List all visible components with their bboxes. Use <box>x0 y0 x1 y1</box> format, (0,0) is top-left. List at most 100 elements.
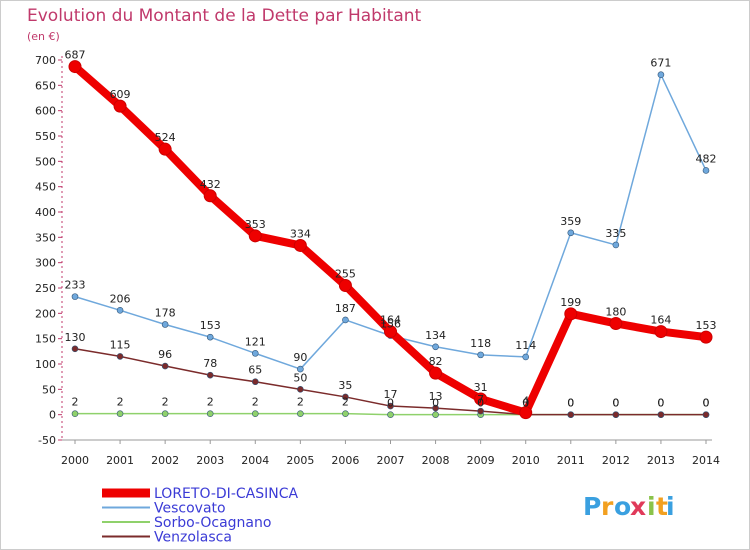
y-tick-label: 650 <box>35 79 56 92</box>
data-label-loreto: 255 <box>335 267 356 280</box>
data-point-loreto <box>203 189 217 203</box>
y-tick-label: 450 <box>35 181 56 194</box>
x-tick-label: 2007 <box>377 454 405 467</box>
x-tick-label: 2014 <box>692 454 720 467</box>
data-label-venzolasca: 78 <box>203 357 217 370</box>
logo-letter: t <box>656 492 668 521</box>
data-point-vescovato <box>71 293 79 300</box>
data-label-vescovato: 121 <box>245 335 266 348</box>
data-label-loreto: 82 <box>429 355 443 368</box>
legend-label-loreto: LORETO-DI-CASINCA <box>154 486 298 502</box>
data-label-venzolasca: 0 <box>522 397 529 410</box>
data-label-vescovato: 482 <box>696 152 717 165</box>
data-point-loreto <box>113 99 127 113</box>
data-point-venzolasca <box>116 353 124 360</box>
data-point-loreto <box>338 278 352 292</box>
data-point-loreto <box>609 316 623 330</box>
legend-label-venzolasca: Venzolasca <box>154 530 232 546</box>
data-point-loreto <box>699 330 713 344</box>
data-point-loreto <box>564 307 578 321</box>
y-tick-label: 550 <box>35 130 56 143</box>
data-label-venzolasca: 96 <box>158 348 172 361</box>
data-point-vescovato <box>567 229 575 237</box>
data-point-loreto <box>519 406 533 420</box>
data-point-vescovato <box>206 333 214 341</box>
data-label-venzolasca: 0 <box>567 397 574 410</box>
data-point-loreto <box>384 325 397 339</box>
data-point-sorbo-ocagnano <box>206 410 214 417</box>
data-label-sorbo-ocagnano: 2 <box>117 396 124 409</box>
data-point-sorbo-ocagnano <box>161 410 169 417</box>
data-point-vescovato <box>161 321 169 328</box>
data-label-vescovato: 671 <box>650 57 671 70</box>
data-point-venzolasca <box>387 402 394 410</box>
logo-letter: r <box>601 492 614 521</box>
data-label-venzolasca: 115 <box>110 338 131 351</box>
y-tick-label: 700 <box>35 54 56 67</box>
data-point-sorbo-ocagnano <box>71 410 79 417</box>
data-point-venzolasca <box>477 407 484 415</box>
data-label-venzolasca: 17 <box>384 388 398 401</box>
y-tick-label: 400 <box>35 206 56 219</box>
x-tick-label: 2004 <box>241 454 269 467</box>
chart-subtitle: (en €) <box>27 30 60 43</box>
logo-letter: x <box>630 492 646 521</box>
data-point-venzolasca <box>657 411 665 418</box>
y-tick-label: 250 <box>35 282 56 295</box>
data-label-loreto: 180 <box>605 305 626 318</box>
data-point-venzolasca <box>612 411 620 418</box>
data-label-venzolasca: 65 <box>248 364 262 377</box>
data-label-venzolasca: 50 <box>293 371 307 384</box>
data-label-sorbo-ocagnano: 0 <box>522 397 529 410</box>
data-label-loreto: 432 <box>200 178 221 191</box>
data-label-vescovato: 187 <box>335 302 356 315</box>
data-point-loreto <box>474 392 488 406</box>
data-label-loreto: 164 <box>650 314 671 327</box>
data-label-loreto: 687 <box>65 49 86 62</box>
data-label-sorbo-ocagnano: 0 <box>657 397 664 410</box>
y-tick-label: 50 <box>42 383 56 396</box>
y-tick-label: 150 <box>35 333 56 346</box>
data-label-sorbo-ocagnano: 2 <box>252 396 259 409</box>
data-point-loreto <box>158 142 172 156</box>
series-layer <box>68 60 713 420</box>
data-label-vescovato: 335 <box>605 227 626 240</box>
data-label-sorbo-ocagnano: 0 <box>387 397 394 410</box>
logo-letter: P <box>583 492 601 521</box>
data-label-sorbo-ocagnano: 0 <box>612 397 619 410</box>
y-tick-label: 0 <box>49 409 56 422</box>
x-tick-label: 2001 <box>106 454 134 467</box>
data-point-vescovato <box>702 167 710 174</box>
data-label-vescovato: 206 <box>110 292 131 305</box>
logo-letter: i <box>647 492 656 521</box>
data-point-loreto <box>429 366 443 380</box>
data-point-venzolasca <box>702 411 710 418</box>
data-point-venzolasca <box>432 404 439 412</box>
data-label-sorbo-ocagnano: 2 <box>207 396 214 409</box>
data-label-sorbo-ocagnano: 2 <box>297 396 304 409</box>
data-point-venzolasca <box>206 371 214 379</box>
data-point-vescovato <box>522 353 530 361</box>
data-label-loreto: 334 <box>290 227 311 240</box>
data-label-loreto: 4 <box>522 395 529 408</box>
logo-letter: o <box>614 492 631 521</box>
data-label-vescovato: 118 <box>470 337 491 350</box>
data-point-vescovato <box>116 306 124 314</box>
data-label-venzolasca: 0 <box>703 397 710 410</box>
data-label-loreto: 199 <box>560 296 581 309</box>
y-tick-label: 200 <box>35 307 56 320</box>
data-label-loreto: 524 <box>155 131 176 144</box>
data-point-vescovato <box>477 351 484 359</box>
data-label-loreto: 609 <box>110 88 131 101</box>
data-label-venzolasca: 7 <box>477 393 484 406</box>
data-label-venzolasca: 130 <box>65 331 86 344</box>
data-point-venzolasca <box>161 362 169 370</box>
data-point-venzolasca <box>342 393 349 401</box>
data-point-venzolasca <box>251 378 259 386</box>
data-point-loreto <box>293 238 307 252</box>
data-label-vescovato: 178 <box>155 306 176 319</box>
data-point-sorbo-ocagnano <box>251 410 259 417</box>
